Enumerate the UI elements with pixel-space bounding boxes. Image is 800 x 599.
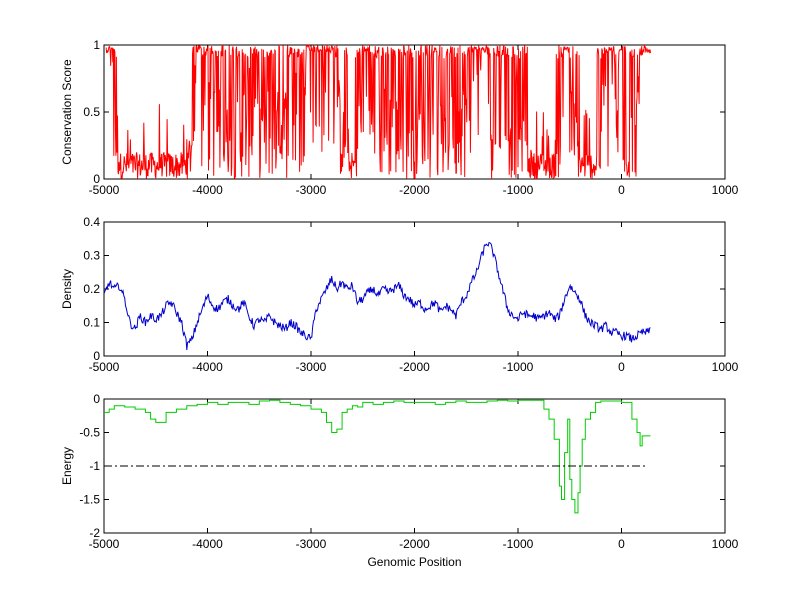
- x-tick-label: -1000: [503, 183, 534, 197]
- y-tick-label: 0.1: [83, 316, 100, 330]
- y-tick-label: 0: [93, 172, 100, 186]
- x-tick-label: 0: [618, 537, 625, 551]
- y-tick-label: -0.5: [79, 426, 100, 440]
- x-tick-label: -4000: [192, 360, 223, 374]
- series-line-1: [104, 399, 651, 514]
- y-tick-label: -2: [89, 526, 100, 540]
- x-tick-label: 1000: [712, 183, 739, 197]
- subplot-3: -5000 -4000 -3000 -2000 -1000 0 1000 -2 -1.5 -1 -0…: [60, 392, 739, 569]
- x-tick-label: -1000: [503, 537, 534, 551]
- x-tick-label: 1000: [712, 360, 739, 374]
- x-tick-label: 0: [618, 183, 625, 197]
- y-tick-label: 0: [93, 349, 100, 363]
- y-tick-label: 0.2: [83, 282, 100, 296]
- x-tick-label: -2000: [399, 183, 430, 197]
- y-axis-label: Conservation Score: [60, 59, 74, 165]
- y-tick-label: -1: [89, 459, 100, 473]
- x-tick-label: -4000: [192, 183, 223, 197]
- x-tick-label: -3000: [296, 183, 327, 197]
- series-line-1: [105, 43, 651, 180]
- x-tick-label: 0: [618, 360, 625, 374]
- x-tick-label: 1000: [712, 537, 739, 551]
- x-tick-label: -5000: [89, 360, 120, 374]
- y-tick-label: -1.5: [79, 493, 100, 507]
- x-tick-label: -3000: [296, 537, 327, 551]
- y-tick-label: 0.5: [83, 105, 100, 119]
- y-axis-label: Energy: [60, 447, 74, 485]
- y-axis-label: Density: [60, 269, 74, 309]
- y-tick-label: 0.4: [83, 215, 100, 229]
- x-tick-label: -2000: [399, 360, 430, 374]
- y-tick-label: 1: [93, 38, 100, 52]
- x-tick-label: -4000: [192, 537, 223, 551]
- x-tick-label: -5000: [89, 537, 120, 551]
- y-tick-label: 0: [93, 392, 100, 406]
- x-tick-label: -1000: [503, 360, 534, 374]
- series-line-1: [103, 241, 651, 351]
- x-axis-label: Genomic Position: [367, 555, 461, 569]
- subplot-2: -5000 -4000 -3000 -2000 -1000 0 1000 0 0.1 0.2 0.3…: [60, 215, 739, 374]
- x-tick-label: -5000: [89, 183, 120, 197]
- subplot-1: -5000 -4000 -3000 -2000 -1000 0 1000 0 0.5 1 Conse…: [60, 38, 739, 197]
- x-tick-label: -2000: [399, 537, 430, 551]
- y-tick-label: 0.3: [83, 249, 100, 263]
- x-tick-label: -3000: [296, 360, 327, 374]
- axes-frame: [103, 221, 726, 357]
